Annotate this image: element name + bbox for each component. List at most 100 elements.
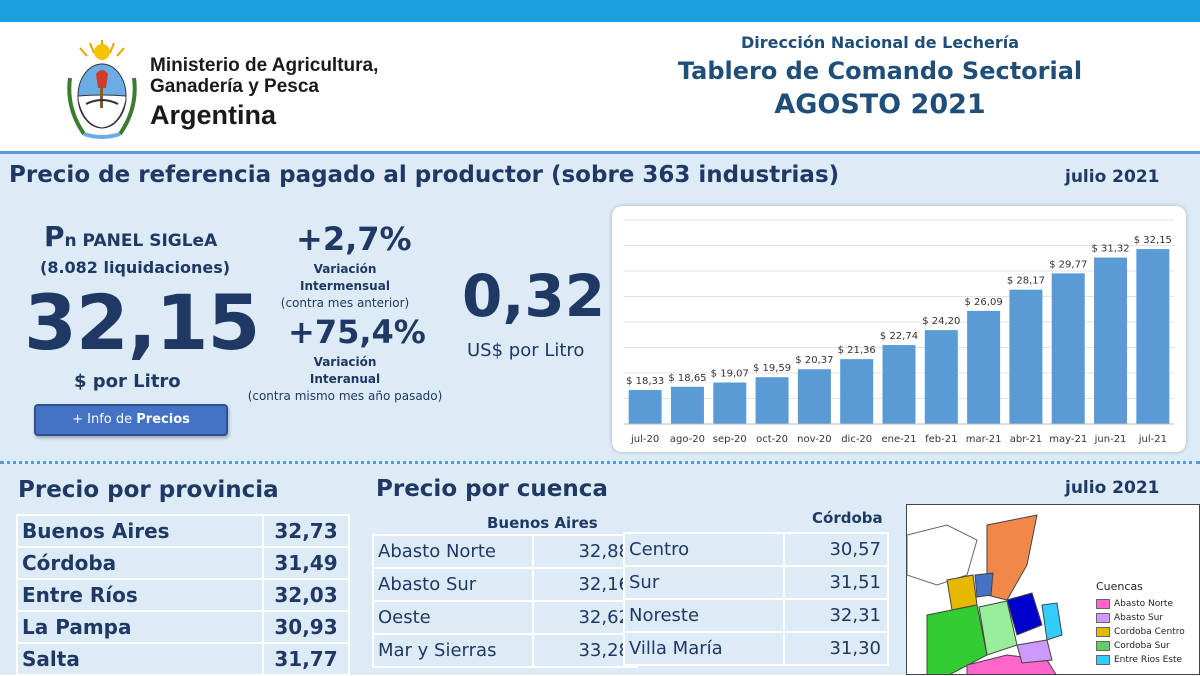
chart-data-label: $ 31,32 (1091, 244, 1129, 255)
cuenca-value: 30,57 (783, 532, 889, 567)
legend-title: Cuencas (1096, 580, 1143, 593)
legend-swatch (1096, 640, 1110, 651)
reference-date: julio 2021 (1065, 167, 1160, 187)
legend-label: Abasto Sur (1114, 613, 1164, 623)
chart-bar (1009, 289, 1043, 424)
cuenca-value: 32,16 (532, 567, 638, 602)
pn-panel-text: n PANEL SIGLeA (64, 231, 218, 251)
top-accent-bar (0, 0, 1200, 22)
price-chart-svg: $ 18,33 jul-20 $ 18,65 ago-20 $ 19,07 sep-20 $… (624, 219, 1174, 445)
chart-bar (670, 386, 704, 424)
table-row: La Pampa 30,93 (16, 610, 350, 644)
table-row: Entre Ríos 32,03 (16, 578, 350, 612)
chart-data-label: $ 18,65 (668, 373, 706, 384)
header (0, 22, 1200, 152)
table-row: Centro 30,57 (623, 532, 889, 567)
section-divider (0, 461, 1200, 464)
coat-of-arms-logo (67, 40, 137, 139)
country-name: Argentina (150, 100, 277, 130)
cuenca-value: 31,30 (783, 631, 889, 666)
cuenca-name: Centro (623, 532, 785, 567)
chart-bar (967, 310, 1001, 424)
header-period: AGOSTO 2021 (774, 89, 986, 120)
chart-tick-label: mar-21 (966, 434, 1002, 445)
cuenca-name: Villa María (623, 631, 785, 666)
legend-swatch (1096, 654, 1110, 665)
cuenca-value: 33,28 (532, 633, 638, 668)
provincia-value: 32,73 (262, 514, 350, 548)
pn-letter: P (44, 220, 65, 253)
legend-label: Entre Rios Este (1114, 655, 1183, 665)
pn-panel-label: Pn PANEL SIGLeA (44, 220, 217, 253)
provincia-name: Córdoba (16, 546, 264, 580)
provincia-name: La Pampa (16, 610, 264, 644)
map-date: julio 2021 (1065, 478, 1160, 498)
legend-item: Cordoba Sur (1096, 639, 1185, 653)
cuenca-value: 31,51 (783, 565, 889, 600)
variation-month-note: (contra mes anterior) (280, 296, 410, 310)
cuenca-cba-table: Centro 30,57 Sur 31,51 Noreste 32,31 Villa Mar… (623, 532, 889, 666)
cuencas-map-svg (907, 514, 1063, 674)
cuenca-name: Sur (623, 565, 785, 600)
cuenca-ba-table: Abasto Norte 32,88 Abasto Sur 32,16 Oeste 32,… (372, 534, 638, 668)
legend-label: Abasto Norte (1114, 599, 1173, 609)
provincia-name: Buenos Aires (16, 514, 264, 548)
header-subtitle: Dirección Nacional de Lechería (740, 33, 1020, 52)
chart-bar (1051, 273, 1085, 424)
variation-year-label2: Interanual (309, 372, 381, 386)
cuenca-name: Oeste (372, 600, 534, 635)
info-precios-button[interactable]: + Info de Precios (34, 404, 228, 436)
legend-swatch (1096, 598, 1110, 609)
header-divider (0, 151, 1200, 154)
chart-data-label: $ 26,09 (965, 297, 1003, 308)
provincia-title: Precio por provincia (18, 477, 279, 503)
cuenca-ba-header: Buenos Aires (487, 514, 598, 532)
price-chart: $ 18,33 jul-20 $ 18,65 ago-20 $ 19,07 sep-20 $… (612, 206, 1186, 452)
chart-tick-label: abr-21 (1010, 434, 1042, 445)
provincia-value: 30,93 (262, 610, 350, 644)
chart-tick-label: sep-20 (713, 434, 747, 445)
variation-year-value: +75,4% (288, 313, 426, 351)
variation-month-label2: Intermensual (300, 279, 390, 293)
cuenca-name: Mar y Sierras (372, 633, 534, 668)
info-button-prefix: + Info de (72, 412, 137, 427)
legend-item: Entre Rios Este (1096, 653, 1185, 667)
reference-section-title: Precio de referencia pagado al productor… (9, 162, 840, 188)
cuencas-map (906, 504, 1200, 675)
cuenca-name: Noreste (623, 598, 785, 633)
chart-tick-label: ago-20 (670, 434, 705, 445)
table-row: Mar y Sierras 33,28 (372, 633, 638, 668)
chart-data-label: $ 24,20 (922, 316, 960, 327)
info-button-bold: Precios (136, 412, 190, 427)
chart-tick-label: ene-21 (882, 434, 917, 445)
legend-swatch (1096, 612, 1110, 623)
chart-data-label: $ 32,15 (1134, 235, 1172, 246)
chart-bar (713, 382, 747, 424)
variation-month-value: +2,7% (296, 220, 412, 258)
ministry-line1: Ministerio de Agricultura, (150, 55, 379, 76)
legend-label: Cordoba Sur (1114, 641, 1170, 651)
chart-bar (797, 369, 831, 424)
provincia-value: 31,49 (262, 546, 350, 580)
usd-unit: US$ por Litro (467, 340, 585, 361)
header-title: Tablero de Comando Sectorial (677, 57, 1083, 85)
cuenca-title: Precio por cuenca (376, 476, 608, 502)
cuenca-name: Abasto Norte (372, 534, 534, 569)
provincia-name: Entre Ríos (16, 578, 264, 612)
chart-data-label: $ 19,59 (753, 363, 791, 374)
legend-item: Abasto Sur (1096, 611, 1185, 625)
chart-bar (840, 359, 874, 424)
table-row: Abasto Norte 32,88 (372, 534, 638, 569)
chart-tick-label: feb-21 (925, 434, 957, 445)
ministry-name: Ministerio de Agricultura, Ganadería y P… (150, 55, 378, 131)
header-titles: Dirección Nacional de Lechería Tablero d… (640, 32, 1120, 122)
table-row: Córdoba 31,49 (16, 546, 350, 580)
chart-data-label: $ 28,17 (1007, 276, 1045, 287)
variation-year-note: (contra mismo mes año pasado) (247, 389, 443, 403)
ministry-line2: Ganadería y Pesca (150, 76, 319, 97)
table-row: Villa María 31,30 (623, 631, 889, 666)
chart-data-label: $ 18,33 (626, 376, 664, 387)
variation-year-label: Variación Interanual (300, 354, 390, 388)
cuenca-cba-header: Córdoba (812, 509, 883, 527)
table-row: Noreste 32,31 (623, 598, 889, 633)
